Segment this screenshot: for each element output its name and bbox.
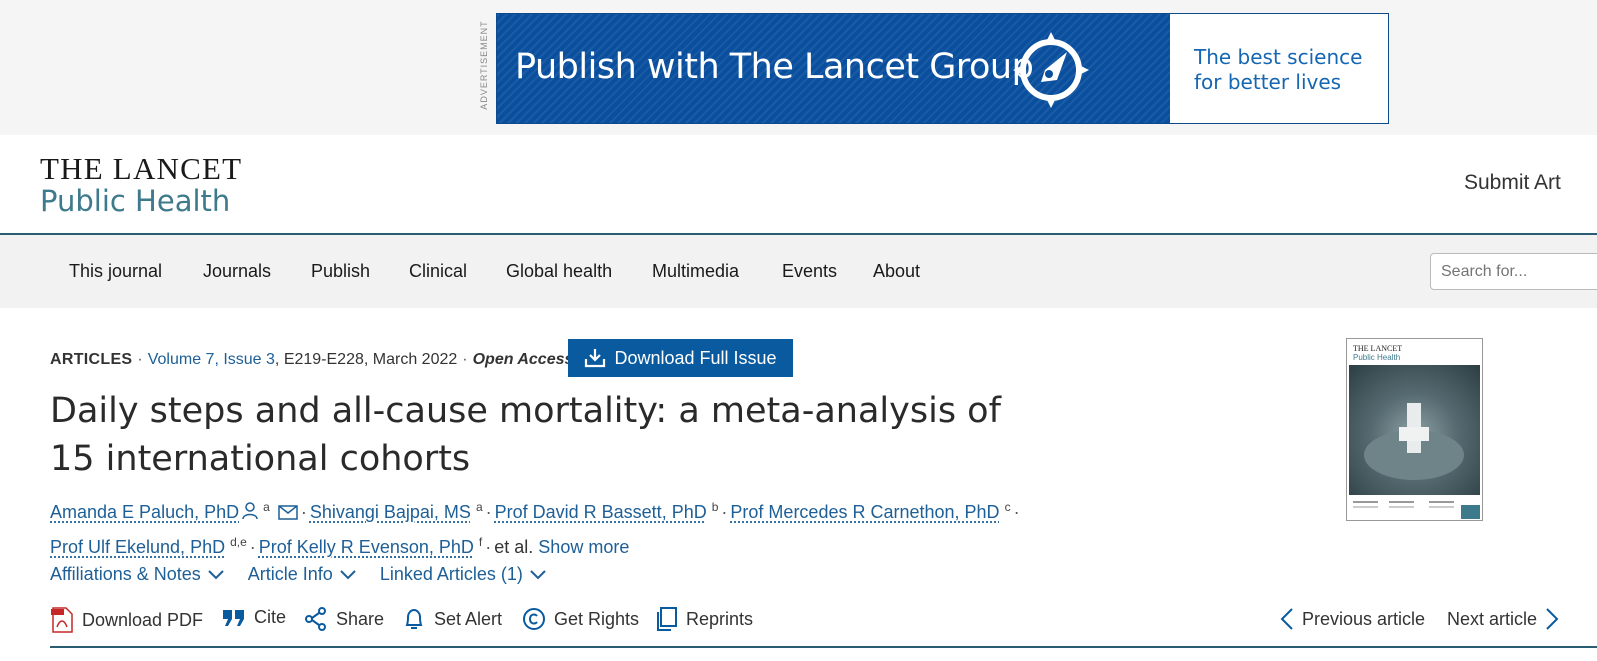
quote-icon xyxy=(223,609,244,626)
download-pdf-button[interactable]: Download PDF xyxy=(50,607,203,633)
cover-subtitle: Public Health xyxy=(1353,353,1401,362)
author-link[interactable]: Prof David R Bassett, PhD xyxy=(494,502,707,522)
nav-global-health[interactable]: Global health xyxy=(506,261,613,281)
chevron-right-icon xyxy=(1546,608,1559,630)
ad-blue-panel: Publish with The Lancet Group xyxy=(497,14,1170,123)
nav-publish[interactable]: Publish xyxy=(311,261,371,281)
chevron-down-icon xyxy=(208,569,224,579)
advertisement-strip: ADVERTISEMENT Publish with The Lancet Gr… xyxy=(0,0,1597,135)
nav-journals[interactable]: Journals xyxy=(203,261,272,281)
journal-logo-public-health[interactable]: Public Health xyxy=(40,184,231,218)
pages-date: , E219-E228, March 2022 xyxy=(274,351,458,368)
bell-icon xyxy=(405,608,423,629)
submit-article-link[interactable]: Submit Art xyxy=(1464,171,1561,194)
cover-photo xyxy=(1349,365,1480,495)
search-input[interactable] xyxy=(1430,253,1597,290)
affiliation-sup: a xyxy=(475,500,483,514)
cover-title: THE LANCET xyxy=(1353,344,1403,353)
affiliation-sup: a xyxy=(263,500,270,514)
nav-about[interactable]: About xyxy=(873,261,921,281)
et-al: et al. xyxy=(494,537,534,557)
article-title: Daily steps and all-cause mortality: a m… xyxy=(50,391,1001,479)
download-full-issue-button[interactable]: Download Full Issue xyxy=(568,339,793,377)
ad-headline: Publish with The Lancet Group xyxy=(515,47,1034,87)
cite-button[interactable]: Cite xyxy=(222,607,286,628)
get-rights-button[interactable]: Get Rights xyxy=(522,607,639,631)
article-meta: ARTICLES · Volume 7, Issue 3, E219-E228, M… xyxy=(50,351,574,368)
reprints-button[interactable]: Reprints xyxy=(656,607,753,631)
nav-clinical[interactable]: Clinical xyxy=(409,261,468,281)
affiliation-sup: b xyxy=(711,500,719,514)
set-alert-button[interactable]: Set Alert xyxy=(402,607,502,631)
reprints-icon xyxy=(657,607,677,631)
ad-tagline: The best science for better lives xyxy=(1194,45,1363,94)
masthead: THE LANCET Public Health Submit Art xyxy=(0,135,1597,235)
volume-issue-link[interactable]: Volume 7, Issue 3 xyxy=(147,351,275,368)
affiliation-sup: f xyxy=(478,535,483,549)
affiliation-sup: d,e xyxy=(230,535,247,549)
copyright-icon xyxy=(523,608,545,630)
nav-multimedia[interactable]: Multimedia xyxy=(652,261,740,281)
cover-hands-graphic xyxy=(1364,403,1464,480)
author-link[interactable]: Prof Ulf Ekelund, PhD xyxy=(50,537,226,557)
download-full-issue-label: Download Full Issue xyxy=(614,347,777,368)
article-type: ARTICLES xyxy=(50,351,133,368)
advertisement-banner[interactable]: Publish with The Lancet Group The best s… xyxy=(496,13,1389,124)
chevron-left-icon xyxy=(1280,608,1293,630)
affiliations-notes-toggle[interactable]: Affiliations & Notes xyxy=(50,564,225,585)
compass-icon xyxy=(1013,32,1089,108)
journal-cover-image[interactable]: THE LANCET Public Health xyxy=(1346,338,1483,521)
chevron-down-icon xyxy=(340,569,356,579)
share-icon xyxy=(305,607,326,631)
share-button[interactable]: Share xyxy=(304,607,384,631)
main-nav: This journal Journals Publish Clinical G… xyxy=(0,235,1597,308)
open-access-badge: Open Access xyxy=(472,351,574,368)
mail-icon[interactable] xyxy=(278,505,298,520)
nav-events[interactable]: Events xyxy=(782,261,838,281)
author-list: Amanda E Paluch, PhD a · Shivangi Bajpai,… xyxy=(50,500,1020,557)
show-more-link[interactable]: Show more xyxy=(538,537,630,557)
next-article-link[interactable]: Next article xyxy=(1447,607,1559,631)
advertisement-label: ADVERTISEMENT xyxy=(479,20,489,110)
previous-article-link[interactable]: Previous article xyxy=(1280,607,1425,631)
journal-logo-lancet[interactable]: THE LANCET xyxy=(40,151,243,186)
article-toolbar: Download PDF Cite Share Set Alert Get Ri… xyxy=(50,604,1597,648)
article-info-toggle[interactable]: Article Info xyxy=(248,564,357,585)
affiliation-sup: c xyxy=(1004,500,1011,514)
nav-this-journal[interactable]: This journal xyxy=(69,261,163,281)
author-link[interactable]: Amanda E Paluch, PhD xyxy=(50,502,240,522)
article-accordions: Affiliations & Notes Article Info Linked… xyxy=(50,564,565,585)
author-link[interactable]: Shivangi Bajpai, MS xyxy=(309,502,471,522)
author-link[interactable]: Prof Kelly R Evenson, PhD xyxy=(258,537,474,557)
pdf-icon xyxy=(51,607,73,633)
chevron-down-icon xyxy=(530,569,546,579)
author-link[interactable]: Prof Mercedes R Carnethon, PhD xyxy=(730,502,1000,522)
person-icon xyxy=(242,502,258,520)
linked-articles-toggle[interactable]: Linked Articles (1) xyxy=(380,564,547,585)
download-icon xyxy=(585,349,606,368)
cover-footer xyxy=(1349,497,1480,519)
